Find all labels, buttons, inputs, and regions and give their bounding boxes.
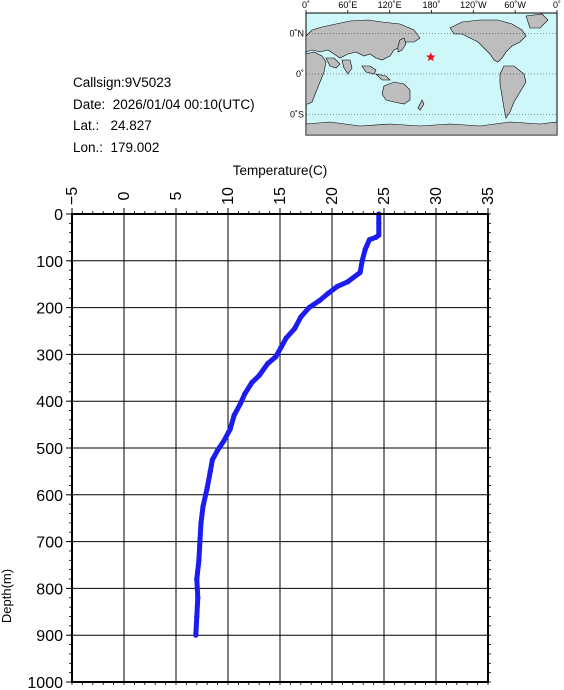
map-longitude-label: 0˚ <box>553 0 561 10</box>
land-japan <box>397 37 407 53</box>
y-tick-label: 200 <box>36 301 63 318</box>
x-tick-label: 5 <box>168 191 185 200</box>
temperature-data-point <box>193 632 199 638</box>
land-new-zealand <box>417 99 425 111</box>
temperature-data-point <box>273 354 279 360</box>
x-tick-label: 0 <box>116 191 133 200</box>
x-tick-label: 35 <box>480 187 497 205</box>
temperature-data-point <box>215 447 221 453</box>
y-tick-label: 700 <box>36 535 63 552</box>
temperature-data-point <box>283 335 289 341</box>
temperature-data-point <box>196 557 202 563</box>
station-star-icon <box>426 52 436 62</box>
x-tick-labels: −5 0 5 10 15 20 25 30 35 <box>64 187 497 205</box>
land-indonesia <box>361 65 391 81</box>
temperature-data-point <box>359 258 365 264</box>
temperature-data-point <box>194 613 200 620</box>
x-tick-label: −5 <box>64 187 81 205</box>
temperature-data-point <box>249 379 255 386</box>
map-longitude-label: 120˚W <box>460 0 487 10</box>
x-tick-label: 25 <box>376 187 393 205</box>
land-australia <box>381 81 411 105</box>
temperature-data-point <box>207 468 213 474</box>
world-map: 0˚ 60˚E 120˚E 180˚ 120˚W 60˚W 0˚ 60˚N 0˚ 60˚S <box>290 0 561 136</box>
temperature-data-point <box>227 426 233 432</box>
temperature-data-point <box>209 457 215 463</box>
land-africa <box>305 51 327 105</box>
temperature-data-point <box>366 237 372 243</box>
x-tick-label: 10 <box>220 187 237 205</box>
temperature-data-point <box>194 576 200 582</box>
y-tick-label: 400 <box>36 394 63 411</box>
temperature-series-points <box>193 211 382 638</box>
land-eurasia <box>305 19 421 61</box>
temperature-data-point <box>198 520 204 526</box>
temperature-data-point <box>197 539 203 545</box>
map-longitude-label: 0˚ <box>302 0 310 10</box>
map-latitude-label: 0˚ <box>296 69 304 79</box>
land-greenland <box>525 13 549 29</box>
temperature-profile-chart: Temperature(C) Depth(m) −5 0 5 10 15 20 25 30 35… <box>0 163 497 690</box>
map-longitude-label: 60˚E <box>338 0 357 10</box>
plot-frame <box>71 213 489 683</box>
longitude-text: Lon.: 179.002 <box>73 139 160 155</box>
latitude-text: Lat.: 24.827 <box>73 118 152 133</box>
date-text: Date: 2026/01/04 00:10(UTC) <box>73 96 255 112</box>
temperature-data-point <box>316 298 323 304</box>
temperature-data-point <box>376 220 382 226</box>
map-latitude-label: 60˚N <box>290 28 304 38</box>
temperature-data-point <box>221 438 227 444</box>
x-axis-label: Temperature(C) <box>233 163 328 178</box>
temperature-data-point <box>345 279 351 285</box>
station-info: Callsign:9V5023 Date: 2026/01/04 00:10(U… <box>73 72 255 158</box>
temperature-data-point <box>242 391 248 397</box>
temperature-data-point <box>334 283 340 290</box>
temperature-data-point <box>362 246 368 252</box>
map-longitude-label: 180˚ <box>422 0 440 10</box>
y-tick-label: 900 <box>36 628 63 645</box>
temperature-data-point <box>200 503 206 510</box>
temperature-data-point <box>237 400 244 407</box>
y-tick-label: 1000 <box>27 675 63 690</box>
y-tick-label: 300 <box>36 347 63 364</box>
map-landmasses <box>305 13 558 136</box>
y-tick-label: 100 <box>36 254 63 271</box>
temperature-data-point <box>278 344 284 350</box>
land-south-america <box>499 65 527 119</box>
temperature-data-point <box>292 326 298 332</box>
callsign-text: Callsign:9V5023 <box>73 75 172 90</box>
x-tick-label: 15 <box>272 187 289 205</box>
temperature-series-line <box>193 211 382 638</box>
temperature-data-point <box>325 291 331 297</box>
temperature-data-point <box>231 412 237 418</box>
y-tick-label: 0 <box>54 207 63 224</box>
map-labels: 0˚ 60˚E 120˚E 180˚ 120˚W 60˚W 0˚ 60˚N 0˚ 60˚S <box>290 0 561 120</box>
y-tick-label: 800 <box>36 581 63 598</box>
x-tick-label: 30 <box>428 187 445 205</box>
temperature-data-point <box>373 234 379 240</box>
y-tick-label: 500 <box>36 441 63 458</box>
y-tick-labels: 0 100 200 300 400 500 600 700 800 900 1000 <box>27 207 63 690</box>
temperature-data-point <box>298 314 304 320</box>
y-tick-label: 600 <box>36 488 63 505</box>
map-longitude-label: 60˚W <box>504 0 526 10</box>
temperature-data-point <box>306 305 312 311</box>
chart-grid <box>66 208 489 683</box>
temperature-data-point <box>195 595 201 601</box>
land-south-asia <box>325 57 353 75</box>
temperature-data-point <box>357 269 363 276</box>
x-tick-label: 20 <box>324 187 341 205</box>
map-longitude-label: 120˚E <box>378 0 402 10</box>
y-axis-label: Depth(m) <box>0 569 14 623</box>
land-north-america <box>449 19 527 63</box>
temperature-data-point <box>264 361 271 367</box>
land-antarctica <box>305 121 558 136</box>
temperature-data-point <box>204 485 210 491</box>
temperature-data-point <box>256 372 262 379</box>
map-latitude-label: 60˚S <box>290 110 304 120</box>
